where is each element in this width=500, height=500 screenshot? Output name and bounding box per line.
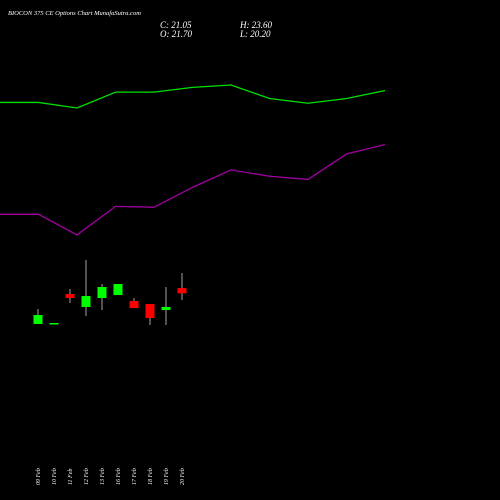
x-tick-label: 19 Feb bbox=[164, 468, 170, 485]
low-label: L: 20.20 bbox=[239, 29, 271, 39]
ma-line bbox=[0, 143, 386, 236]
x-tick-label: 16 Feb bbox=[116, 468, 122, 485]
candle-body bbox=[81, 296, 91, 307]
candle-body bbox=[33, 315, 43, 324]
x-tick-label: 18 Feb bbox=[148, 468, 154, 485]
x-tick-label: 11 Feb bbox=[68, 469, 74, 485]
x-tick-label: 13 Feb bbox=[100, 468, 106, 485]
x-tick-label: 17 Feb bbox=[132, 468, 138, 485]
candle-body bbox=[65, 293, 75, 299]
x-tick-label: 10 Feb bbox=[52, 468, 58, 485]
candle-body bbox=[177, 288, 187, 294]
candle-body bbox=[49, 323, 59, 325]
open-label: O: 21.70 bbox=[160, 29, 192, 39]
high-label: H: 23.60 bbox=[239, 20, 272, 30]
x-tick-label: 20 Feb bbox=[180, 468, 186, 485]
ma-line bbox=[0, 84, 386, 109]
candle-body bbox=[129, 301, 139, 309]
candle-body bbox=[97, 286, 107, 299]
chart-title: BIOCON 375 CE Options Chart MunafaSutra.… bbox=[8, 10, 141, 17]
x-tick-label: 12 Feb bbox=[84, 468, 90, 485]
x-tick-label: 09 Feb bbox=[36, 468, 42, 485]
candle-body bbox=[113, 283, 123, 296]
candle-body bbox=[145, 303, 155, 319]
close-label: C: 21.05 bbox=[160, 20, 192, 30]
candle-body bbox=[161, 306, 171, 311]
